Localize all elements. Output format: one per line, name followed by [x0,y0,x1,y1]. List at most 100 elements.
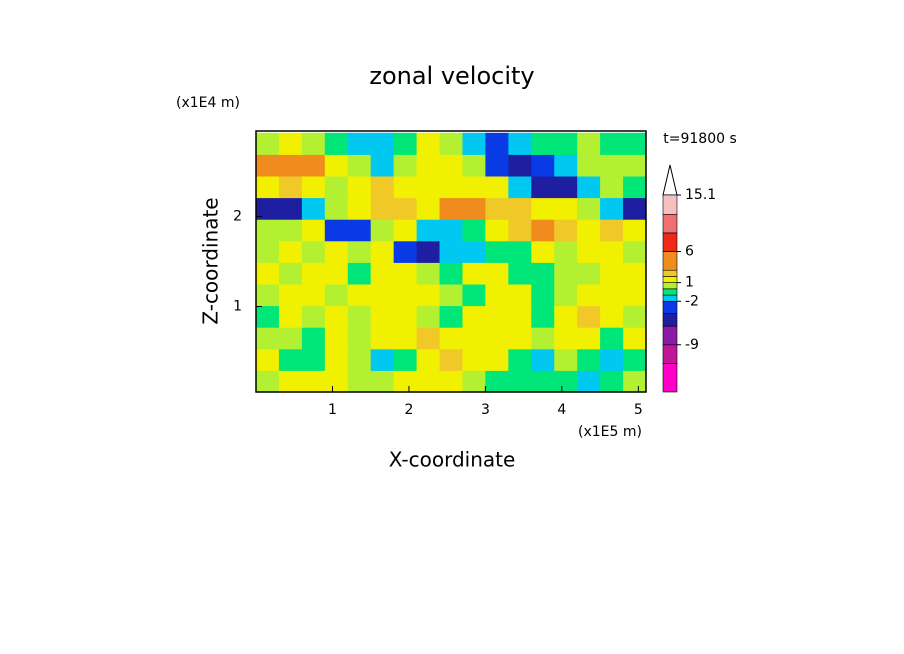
contour-cell [256,348,280,371]
contour-cell [324,240,349,263]
contour-cell [485,176,509,199]
contour-cell [347,197,372,220]
contour-cell [577,176,601,199]
contour-cell [462,176,486,199]
contour-cell [462,370,486,392]
contour-cell [301,154,326,177]
contour-cell [347,305,372,328]
colorbar-segment [662,300,678,314]
contour-cell [462,197,486,220]
contour-cell [600,262,624,285]
contour-cell [531,262,555,285]
contour-cell [301,197,326,220]
contour-cell [462,132,486,155]
colorbar-segment [662,313,678,327]
contour-cell [393,370,418,392]
contour-cell [301,370,326,392]
contour-cell [324,176,349,199]
contour-cell [485,132,509,155]
contour-cell [324,327,349,350]
contour-cell [324,132,349,155]
contour-cell [347,154,372,177]
contour-cell [370,154,395,177]
contour-cell [439,197,463,220]
contour-cell [278,348,303,371]
contour-cell [278,262,303,285]
contour-cell [531,132,555,155]
contour-cell [600,305,624,328]
contour-cell [554,197,578,220]
contour-cell [462,327,486,350]
contour-cell [256,132,280,155]
contour-cell [462,305,486,328]
contour-cell [256,305,280,328]
contour-cell [393,197,418,220]
x-tick-label: 5 [634,402,643,418]
contour-cell [554,262,578,285]
contour-cell [439,176,463,199]
contour-cell [324,284,349,307]
contour-cell [508,197,532,220]
contour-cell [278,219,303,242]
contour-cell [508,348,532,371]
contour-cell [256,327,280,350]
contour-cell [278,154,303,177]
contour-cell [623,370,646,392]
contour-cell [485,154,509,177]
x-axis-title: X-coordinate [389,448,516,472]
contour-cell [554,370,578,392]
x-tick-label: 1 [328,402,337,418]
contour-cell [554,176,578,199]
contour-cell [370,327,395,350]
contour-cell [577,284,601,307]
contour-cell [416,370,441,392]
contour-cell [347,132,372,155]
contour-cell [439,370,463,392]
contour-cell [301,219,326,242]
contour-cell [416,284,441,307]
x-tick-label: 4 [557,402,566,418]
contour-cell [256,197,280,220]
contour-cell [278,284,303,307]
contour-cell [439,327,463,350]
colorbar-segment [662,194,678,215]
contour-cell [508,219,532,242]
contour-cell [416,154,441,177]
contour-cell [600,219,624,242]
contour-cell [577,240,601,263]
contour-cell [439,305,463,328]
contour-cell [485,240,509,263]
contour-cell [577,219,601,242]
colorbar-segment [662,269,678,277]
contour-cell [324,305,349,328]
contour-cell [393,132,418,155]
contour-cell [370,176,395,199]
contour-cell [508,240,532,263]
chart-title: zonal velocity [369,62,534,90]
contour-cell [370,197,395,220]
contour-cell [623,305,646,328]
contour-cell [393,305,418,328]
contour-cell [301,305,326,328]
contour-cell [462,154,486,177]
y-tick-label: 2 [233,209,242,225]
contour-cell [531,197,555,220]
contour-cell [462,219,486,242]
colorbar-segment [662,325,678,346]
contour-cell [416,262,441,285]
contour-cell [278,197,303,220]
colorbar-label: 6 [685,244,694,260]
contour-cell [324,348,349,371]
contour-cell [554,219,578,242]
contour-cell [508,132,532,155]
plot-frame [255,130,647,393]
contour-cell [324,154,349,177]
contour-cell [256,219,280,242]
y-unit: (x1E4 m) [176,95,240,111]
contour-cell [531,219,555,242]
contour-cell [347,240,372,263]
contour-cell [416,348,441,371]
contour-cell [623,197,646,220]
contour-cell [370,240,395,263]
